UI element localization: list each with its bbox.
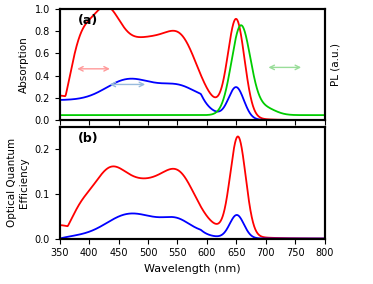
Y-axis label: Optical Quantum
Efficiency: Optical Quantum Efficiency — [7, 138, 29, 227]
Y-axis label: PL (a.u.): PL (a.u.) — [330, 43, 340, 86]
Y-axis label: Absorption: Absorption — [19, 36, 29, 93]
Text: (b): (b) — [78, 132, 99, 145]
Text: (a): (a) — [78, 14, 98, 27]
X-axis label: Wavelength (nm): Wavelength (nm) — [144, 264, 241, 274]
